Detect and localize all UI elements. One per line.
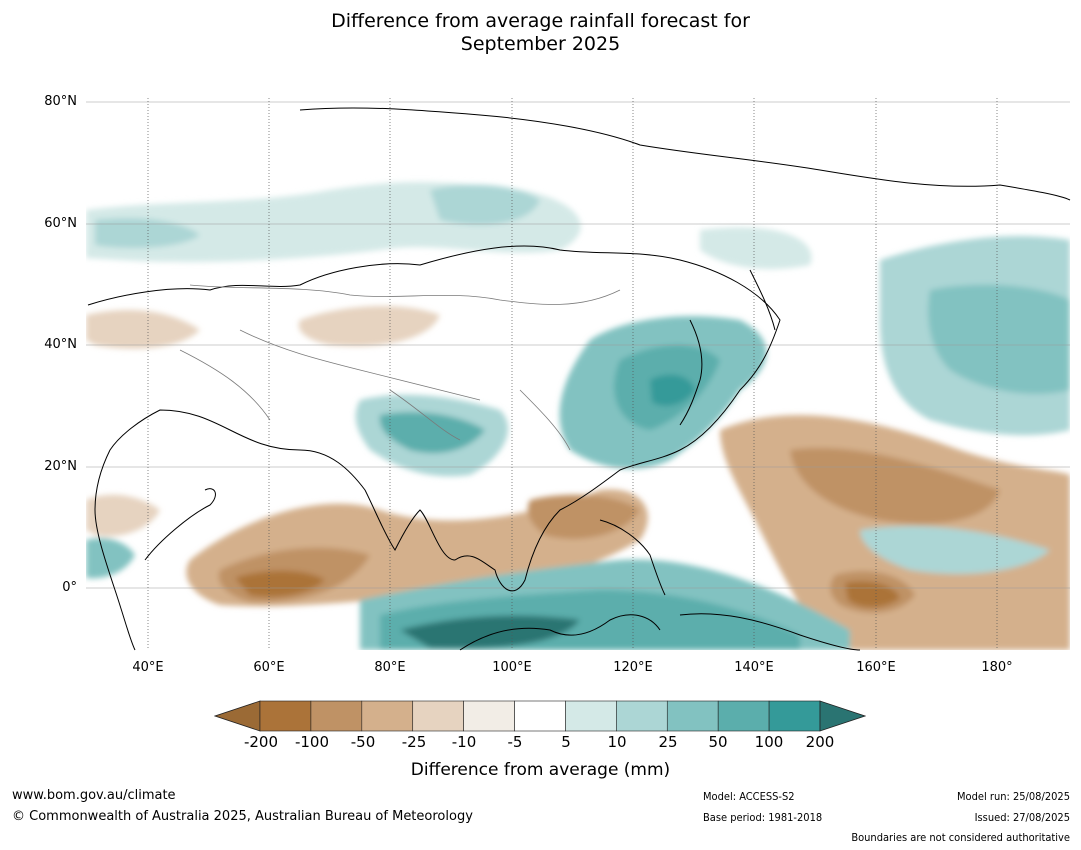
- disclaimer-text: Boundaries are not considered authoritat…: [851, 831, 1070, 844]
- lat-label-0: 0°: [62, 580, 77, 595]
- model-run-text: Model run: 25/08/2025: [957, 790, 1070, 803]
- rainfall-map: [86, 98, 1071, 651]
- copyright-text: © Commonwealth of Australia 2025, Austra…: [12, 809, 473, 824]
- colorbar-swatch: [768, 700, 821, 732]
- map-title: Difference from average rainfall forecas…: [0, 10, 1081, 56]
- map-panel: 80°N 60°N 40°N 20°N 0° 40°E 60°E 80°E 10…: [0, 90, 1081, 680]
- lon-label-100e: 100°E: [492, 660, 532, 675]
- colorbar-tick: 100: [754, 733, 784, 751]
- colorbar-swatch: [310, 700, 363, 732]
- lon-gridlines: [147, 98, 998, 650]
- title-line-1: Difference from average rainfall forecas…: [331, 10, 750, 32]
- lon-label-40e: 40°E: [132, 660, 164, 675]
- issued-text: Issued: 27/08/2025: [974, 811, 1070, 824]
- colorbar-extend-high: [819, 700, 866, 732]
- title-line-2: September 2025: [460, 33, 621, 55]
- colorbar-tick: 50: [708, 733, 728, 751]
- colorbar-swatch: [565, 700, 617, 732]
- website-text: www.bom.gov.au/climate: [12, 788, 176, 803]
- colorbar-tick: -100: [294, 733, 330, 751]
- lat-label-60n: 60°N: [44, 216, 77, 231]
- colorbar-tick: 25: [658, 733, 678, 751]
- colorbar-swatch: [514, 700, 566, 732]
- lon-label-80e: 80°E: [374, 660, 406, 675]
- lon-label-60e: 60°E: [253, 660, 285, 675]
- lat-gridlines: [86, 101, 1070, 589]
- colorbar-swatch: [412, 700, 464, 732]
- colorbar-ticks: -200 -100 -50 -25 -10 -5 5 10 25 50 100 …: [0, 733, 1081, 753]
- lon-label-140e: 140°E: [734, 660, 774, 675]
- colorbar-swatch: [361, 700, 414, 732]
- model-text: Model: ACCESS-S2: [703, 790, 795, 803]
- colorbar-swatch: [666, 700, 719, 732]
- country-borders: [179, 284, 621, 451]
- lat-label-20n: 20°N: [44, 459, 77, 474]
- lon-label-120e: 120°E: [613, 660, 653, 675]
- colorbar-tick: 5: [561, 733, 571, 751]
- colorbar-swatch: [717, 700, 770, 732]
- colorbar-tick: 10: [607, 733, 627, 751]
- colorbar-tick: 200: [805, 733, 835, 751]
- anomaly-shading: [86, 182, 1070, 650]
- lon-label-180: 180°: [981, 660, 1013, 675]
- colorbar-extend-low: [214, 700, 261, 732]
- colorbar-label: Difference from average (mm): [410, 760, 671, 780]
- base-period-text: Base period: 1981-2018: [703, 811, 823, 824]
- lat-label-40n: 40°N: [44, 337, 77, 352]
- colorbar-tick: -200: [243, 733, 279, 751]
- colorbar-swatch: [463, 700, 515, 732]
- colorbar-tick: -5: [507, 733, 523, 751]
- colorbar-tick: -10: [451, 733, 477, 751]
- colorbar-swatch: [259, 700, 312, 732]
- colorbar-tick: -50: [350, 733, 376, 751]
- colorbar-tick: -25: [401, 733, 427, 751]
- lat-label-80n: 80°N: [44, 94, 77, 109]
- lon-label-160e: 160°E: [856, 660, 896, 675]
- colorbar: [214, 700, 866, 732]
- coastlines: [87, 107, 1071, 651]
- colorbar-swatch: [616, 700, 668, 732]
